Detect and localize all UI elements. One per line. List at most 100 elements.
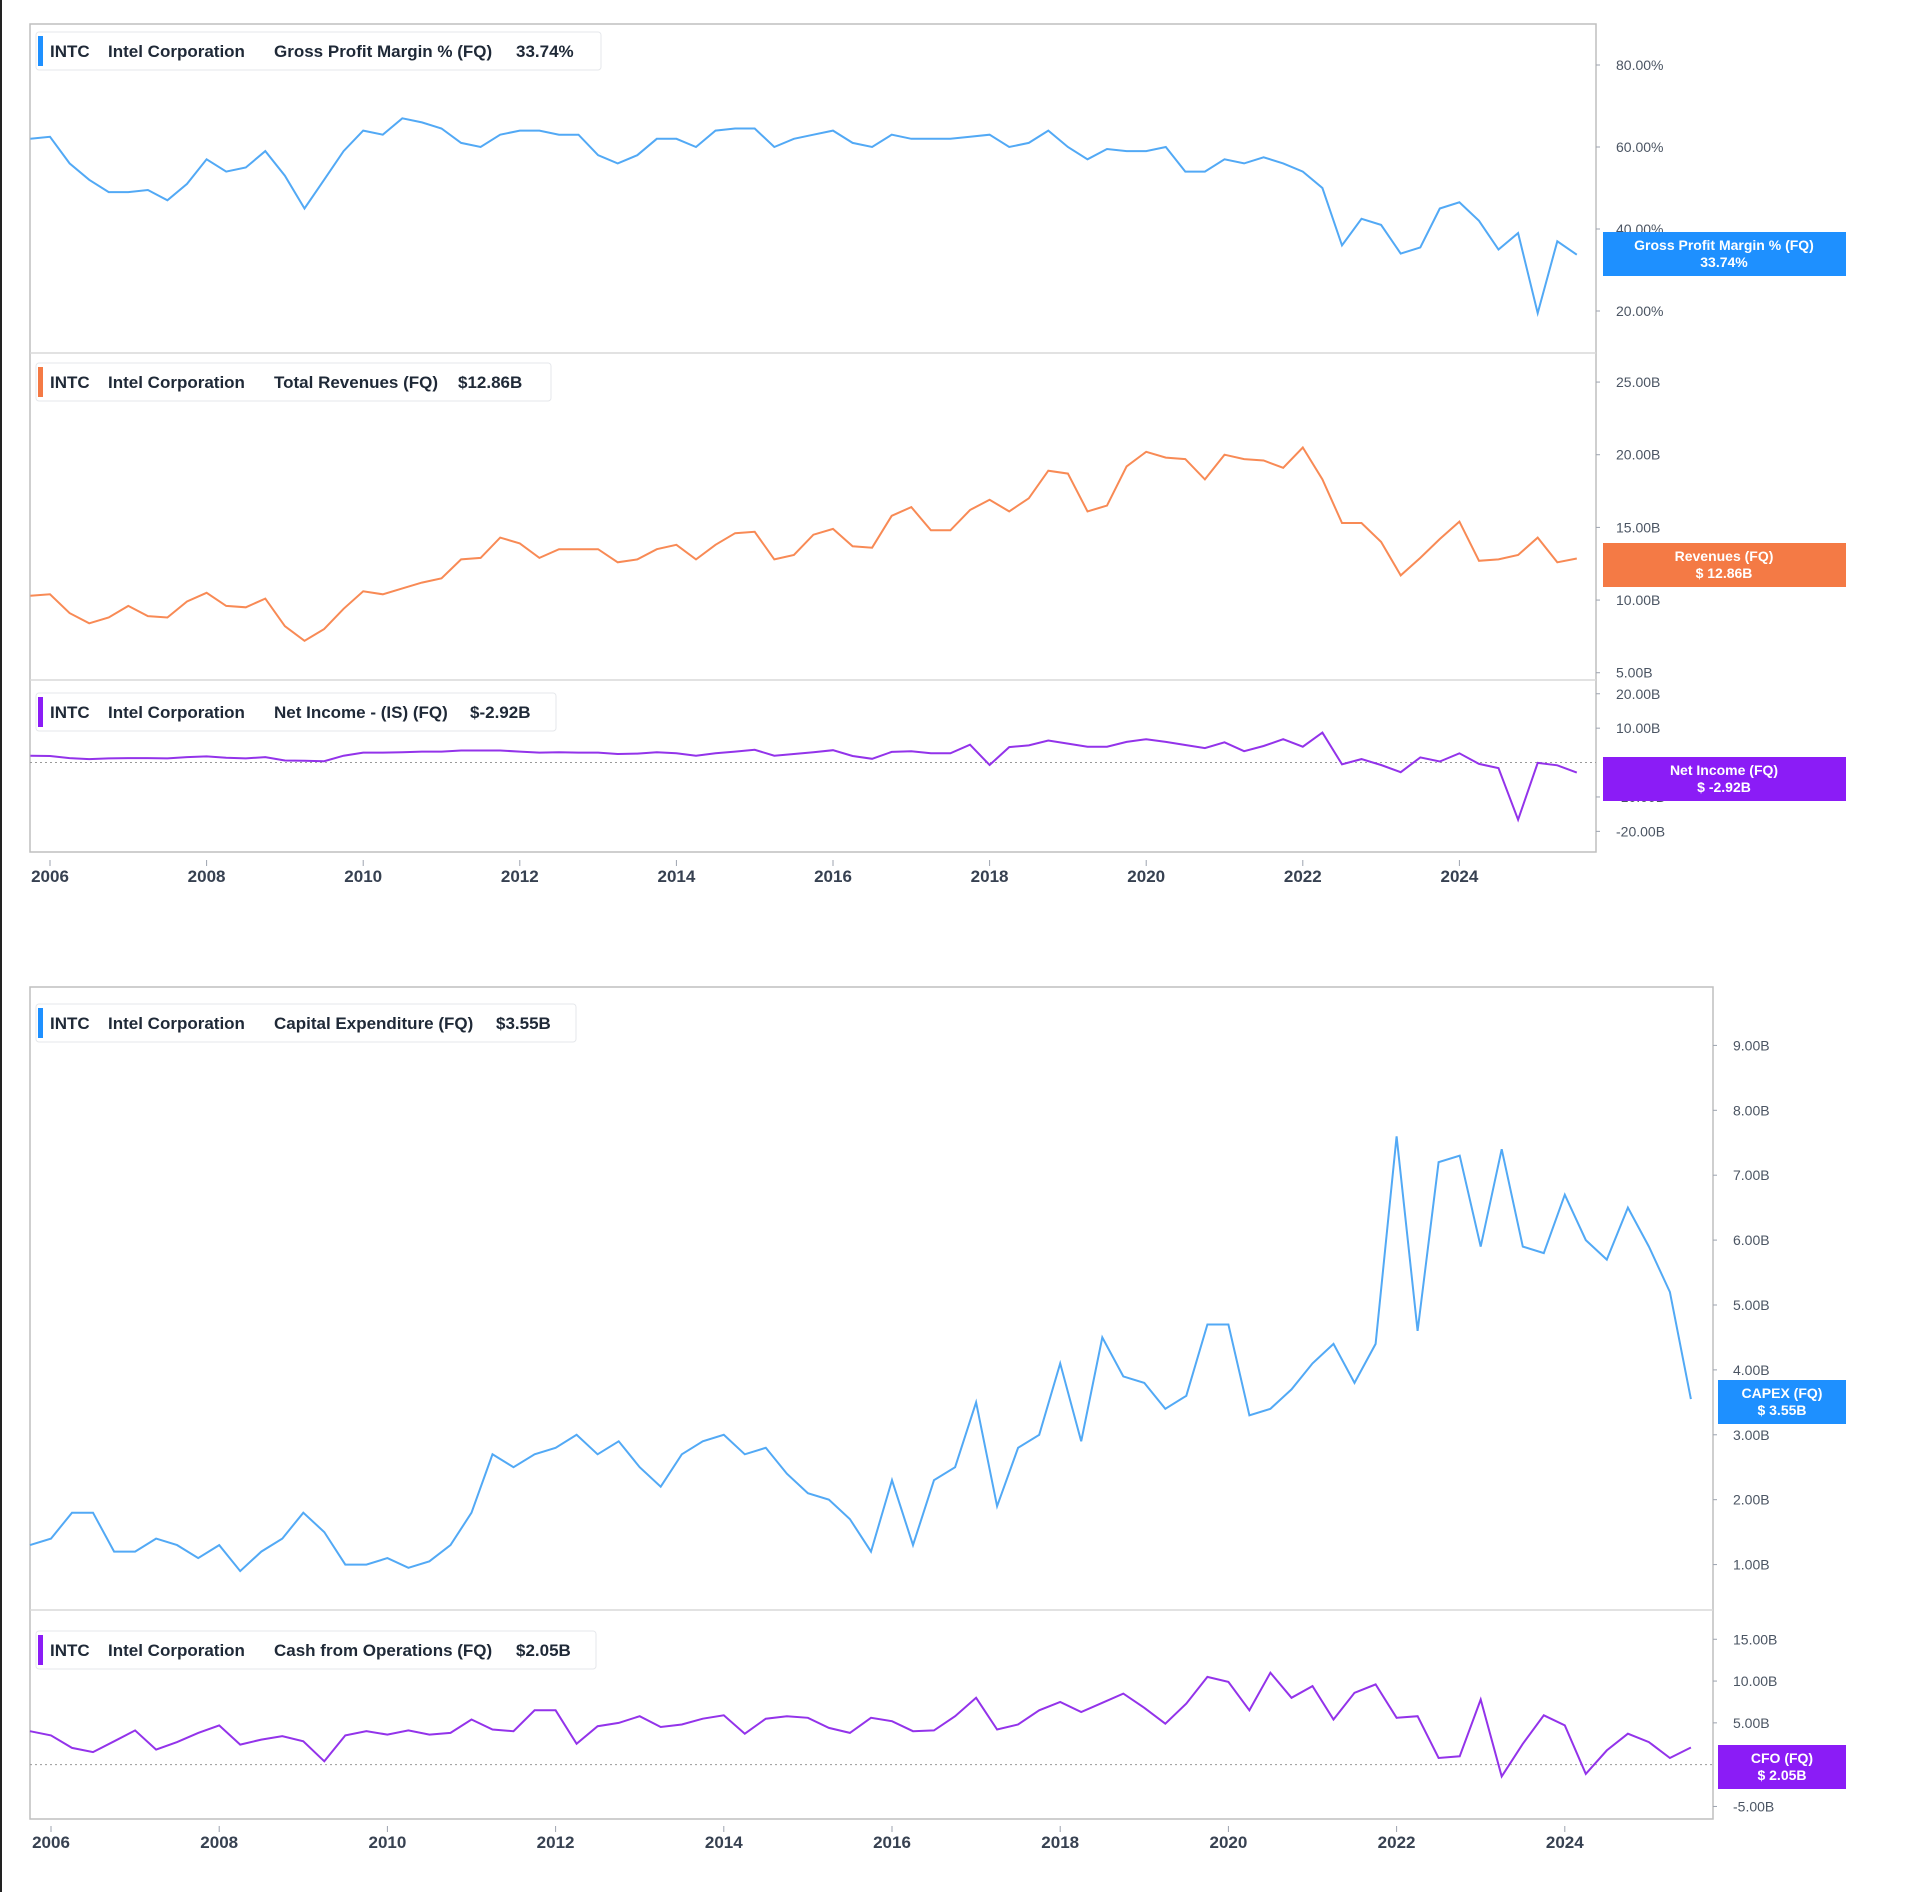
xticks-bottom-label: 2020 — [1209, 1833, 1247, 1852]
capex-y-tick-label: 3.00B — [1733, 1427, 1770, 1443]
revenue-y-tick-label: 25.00B — [1616, 374, 1660, 390]
capex-y-tick-label: 9.00B — [1733, 1037, 1770, 1053]
capex-series-line — [29, 1136, 1692, 1573]
cfo-y-tick-label: 15.00B — [1733, 1631, 1777, 1647]
cfo-series-line — [29, 1670, 1692, 1779]
capex-legend-company: Intel Corporation — [108, 1014, 245, 1033]
capex-y-tick-label: 5.00B — [1733, 1297, 1770, 1313]
capex-legend: INTC Intel Corporation Capital Expenditu… — [35, 1003, 577, 1043]
net-income-badge-value: $ -2.92B — [1697, 779, 1751, 795]
xticks-top-label: 2024 — [1440, 867, 1478, 886]
xticks-bottom-label: 2012 — [537, 1833, 575, 1852]
gpm-badge-label: Gross Profit Margin % (FQ) — [1634, 237, 1814, 253]
gpm-legend-company: Intel Corporation — [108, 42, 245, 61]
capex-legend-value: $3.55B — [496, 1014, 551, 1033]
xticks-top-label: 2006 — [31, 867, 69, 886]
xticks-bottom-label: 2016 — [873, 1833, 911, 1852]
gpm-y-tick-label: 60.00% — [1616, 139, 1663, 155]
xticks-bottom-label: 2014 — [705, 1833, 743, 1852]
capex-y-tick-label: 4.00B — [1733, 1362, 1770, 1378]
xticks-bottom-label: 2008 — [200, 1833, 238, 1852]
capex-y-axis: 9.00B 8.00B 7.00B 6.00B 5.00B 4.00B 3.00B 2.00B… — [1713, 1037, 1770, 1573]
capex-y-tick-label: 2.00B — [1733, 1492, 1770, 1508]
net-income-value-badge: Net Income (FQ) $ -2.92B — [1603, 757, 1846, 801]
capex-value-badge: CAPEX (FQ) $ 3.55B — [1718, 1380, 1846, 1424]
net_income-y-tick-label: 10.00B — [1616, 720, 1660, 736]
gpm-legend-value: 33.74% — [516, 42, 574, 61]
cfo-y-tick-label: -5.00B — [1733, 1798, 1774, 1814]
bottom-x-axis: 2006 2008 2010 2012 2014 2016 2018 2020 2022 2024 — [32, 1826, 1584, 1852]
net-income-legend-metric: Net Income - (IS) (FQ) — [274, 703, 448, 722]
cfo-legend-color-swatch — [38, 1635, 43, 1665]
revenue-badge-value: $ 12.86B — [1696, 565, 1753, 581]
cfo-legend-metric: Cash from Operations (FQ) — [274, 1641, 492, 1660]
gpm-legend-metric: Gross Profit Margin % (FQ) — [274, 42, 492, 61]
xticks-top-label: 2014 — [657, 867, 695, 886]
cfo-y-axis: 15.00B 10.00B 5.00B -5.00B — [1713, 1631, 1777, 1814]
xticks-bottom-label: 2022 — [1378, 1833, 1416, 1852]
capex-legend-ticker: INTC — [50, 1014, 90, 1033]
capex-y-tick-label: 7.00B — [1733, 1167, 1770, 1183]
xticks-bottom-label: 2006 — [32, 1833, 70, 1852]
revenue-legend-value: $12.86B — [458, 373, 522, 392]
net-income-legend-value: $-2.92B — [470, 703, 530, 722]
revenue-y-tick-label: 15.00B — [1616, 519, 1660, 535]
net_income-y-tick-label: 20.00B — [1616, 686, 1660, 702]
revenue-legend-metric: Total Revenues (FQ) — [274, 373, 438, 392]
gpm-legend-color-swatch — [38, 36, 43, 66]
cfo-legend-company: Intel Corporation — [108, 1641, 245, 1660]
gpm-series-line — [30, 117, 1578, 318]
revenue-y-tick-label: 10.00B — [1616, 592, 1660, 608]
revenue-value-badge: Revenues (FQ) $ 12.86B — [1603, 543, 1846, 587]
gpm-y-axis: 80.00%60.00%40.00%20.00% — [1596, 57, 1663, 319]
cfo-badge-value: $ 2.05B — [1757, 1767, 1806, 1783]
top-chart-frame — [29, 23, 1597, 853]
revenue-series-line — [30, 445, 1577, 643]
net-income-legend: INTC Intel Corporation Net Income - (IS)… — [35, 692, 557, 732]
revenue-y-tick-label: 20.00B — [1616, 447, 1660, 463]
bottom-chart-frame — [29, 986, 1714, 1820]
revenue-y-axis: 25.00B 20.00B 15.00B 10.00B 5.00B — [1596, 374, 1660, 681]
capex-badge-label: CAPEX (FQ) — [1742, 1385, 1823, 1401]
xticks-top-label: 2012 — [501, 867, 539, 886]
xticks-top-label: 2016 — [814, 867, 852, 886]
xticks-bottom-label: 2018 — [1041, 1833, 1079, 1852]
revenue-y-tick-label: 5.00B — [1616, 665, 1653, 681]
cfo-legend-ticker: INTC — [50, 1641, 90, 1660]
xticks-top-label: 2022 — [1284, 867, 1322, 886]
revenue-legend-ticker: INTC — [50, 373, 90, 392]
cfo-value-badge: CFO (FQ) $ 2.05B — [1718, 1745, 1846, 1789]
gpm-y-tick-label: 20.00% — [1616, 303, 1663, 319]
net-income-legend-color-swatch — [38, 697, 43, 727]
xticks-bottom-label: 2010 — [368, 1833, 406, 1852]
net-income-series-line — [30, 731, 1578, 823]
net-income-legend-ticker: INTC — [50, 703, 90, 722]
cfo-y-tick-label: 10.00B — [1733, 1673, 1777, 1689]
xticks-top-label: 2018 — [971, 867, 1009, 886]
cfo-legend: INTC Intel Corporation Cash from Operati… — [35, 1630, 597, 1670]
capex-legend-metric: Capital Expenditure (FQ) — [274, 1014, 473, 1033]
xticks-top-label: 2020 — [1127, 867, 1165, 886]
xticks-top-label: 2010 — [344, 867, 382, 886]
xticks-top-label: 2008 — [188, 867, 226, 886]
capex-y-tick-label: 8.00B — [1733, 1102, 1770, 1118]
capex-legend-color-swatch — [38, 1008, 43, 1038]
left-border — [0, 0, 2, 1892]
net-income-legend-company: Intel Corporation — [108, 703, 245, 722]
net-income-badge-label: Net Income (FQ) — [1670, 762, 1778, 778]
capex-badge-value: $ 3.55B — [1757, 1402, 1806, 1418]
revenue-legend: INTC Intel Corporation Total Revenues (F… — [35, 362, 552, 402]
cfo-y-tick-label: 5.00B — [1733, 1715, 1770, 1731]
cfo-legend-value: $2.05B — [516, 1641, 571, 1660]
xticks-bottom-label: 2024 — [1546, 1833, 1584, 1852]
gpm-legend: INTC Intel Corporation Gross Profit Marg… — [35, 31, 602, 71]
top-x-axis: 2006 2008 2010 2012 2014 2016 2018 2020 2022 2024 — [31, 860, 1479, 886]
gpm-value-badge: Gross Profit Margin % (FQ) 33.74% — [1603, 232, 1846, 276]
gpm-badge-value: 33.74% — [1700, 254, 1748, 270]
gpm-y-tick-label: 80.00% — [1616, 57, 1663, 73]
revenue-legend-company: Intel Corporation — [108, 373, 245, 392]
capex-y-tick-label: 1.00B — [1733, 1557, 1770, 1573]
net_income-y-tick-label: -20.00B — [1616, 823, 1665, 839]
cfo-badge-label: CFO (FQ) — [1751, 1750, 1813, 1766]
